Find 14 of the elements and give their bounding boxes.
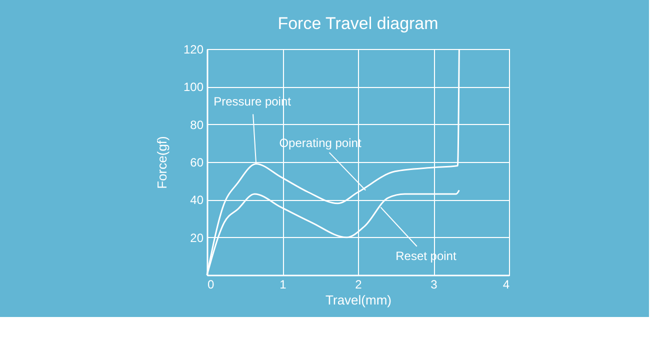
y-tick-label: 20 — [190, 230, 204, 245]
y-tick-label: 100 — [183, 80, 204, 94]
x-tick-label: 2 — [355, 278, 362, 292]
y-tick-label: 40 — [190, 193, 204, 208]
y-tick-label: 120 — [183, 42, 204, 56]
y-tick-label: 60 — [190, 156, 204, 170]
x-tick-label: 1 — [280, 278, 287, 292]
x-tick-label: 4 — [502, 278, 510, 292]
y-tick-label: 80 — [190, 118, 204, 132]
y-axis-title: Force(gf) — [154, 136, 170, 189]
chart-title: Force Travel diagram — [278, 14, 438, 33]
x-axis-title: Travel(mm) — [326, 292, 392, 308]
x-tick-label: 0 — [208, 278, 214, 292]
x-tick-label: 3 — [430, 278, 438, 292]
